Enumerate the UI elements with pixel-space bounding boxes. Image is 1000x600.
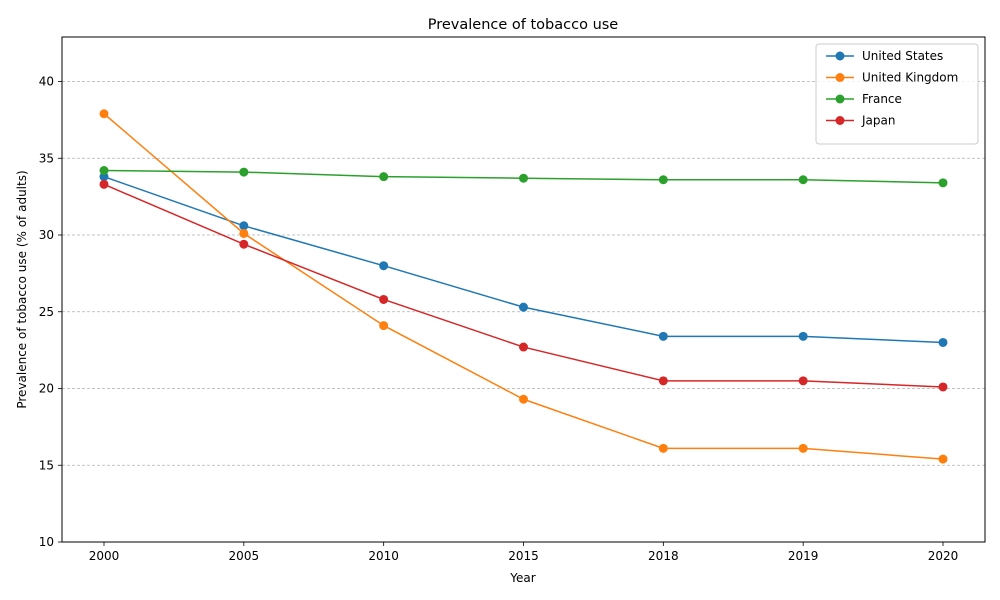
series-line-united-kingdom [103, 113, 944, 460]
data-point [99, 179, 109, 189]
data-point [239, 228, 249, 238]
y-tick-label: 20 [39, 382, 54, 396]
data-point [379, 261, 389, 271]
x-tick-label: 2018 [648, 549, 679, 563]
y-tick-label: 15 [39, 458, 54, 472]
y-tick-label: 40 [39, 75, 54, 89]
x-tick-label: 2015 [508, 549, 539, 563]
x-axis: 2000 2005 2010 2015 2018 2019 2020 [89, 542, 959, 563]
y-axis-title: Prevalence of tobacco use (% of adults) [15, 170, 29, 408]
legend-marker [835, 73, 845, 82]
data-point [379, 321, 389, 331]
y-tick-label: 35 [39, 151, 54, 165]
data-point [798, 376, 808, 386]
data-point [938, 178, 948, 188]
gridlines [62, 81, 985, 466]
legend-item: France [826, 92, 902, 106]
data-point [239, 221, 249, 231]
series-lines [99, 109, 948, 464]
data-point [938, 382, 948, 392]
y-tick-label: 10 [39, 535, 54, 549]
series-united-kingdom [99, 109, 948, 464]
y-axis: 10 15 20 25 30 35 40 [39, 75, 62, 549]
data-point [658, 175, 668, 185]
x-tick-label: 2005 [229, 549, 260, 563]
legend: United States United Kingdom France Japan [815, 43, 979, 145]
series-japan [99, 179, 948, 392]
x-tick-label: 2020 [928, 549, 959, 563]
data-point [658, 331, 668, 341]
data-point [519, 302, 528, 312]
series-line-japan [103, 183, 944, 388]
data-point [519, 394, 528, 404]
data-point [519, 342, 528, 352]
legend-label: United Kingdom [862, 71, 958, 85]
data-point [99, 166, 109, 176]
data-point [239, 167, 249, 177]
chart-title: Prevalence of tobacco use [428, 17, 619, 33]
legend-item: Japan [826, 114, 895, 128]
y-tick-label: 25 [39, 305, 54, 319]
series-united-states [99, 172, 948, 347]
y-tick-label: 30 [39, 228, 54, 242]
x-tick-label: 2000 [89, 549, 120, 563]
data-point [798, 443, 808, 453]
data-point [379, 294, 389, 304]
x-tick-label: 2010 [368, 549, 399, 563]
data-point [798, 331, 808, 341]
legend-label: Japan [861, 114, 895, 128]
data-point [658, 376, 668, 386]
legend-label: France [862, 92, 902, 106]
data-point [938, 454, 948, 464]
data-point [658, 443, 668, 453]
data-point [379, 172, 389, 182]
legend-marker [835, 94, 845, 104]
series-france [99, 166, 948, 188]
series-line-united-states [103, 175, 944, 344]
legend-marker [835, 116, 845, 125]
legend-box [815, 43, 979, 145]
data-point [99, 109, 109, 119]
data-point [938, 337, 948, 347]
legend-item: United States [826, 49, 943, 63]
legend-item: United Kingdom [826, 71, 958, 85]
legend-label: United States [862, 49, 943, 63]
data-point [239, 239, 249, 249]
x-tick-label: 2019 [788, 549, 819, 563]
data-point [519, 173, 528, 183]
data-point [798, 175, 808, 185]
x-axis-title: Year [509, 571, 535, 585]
legend-marker [835, 51, 845, 61]
